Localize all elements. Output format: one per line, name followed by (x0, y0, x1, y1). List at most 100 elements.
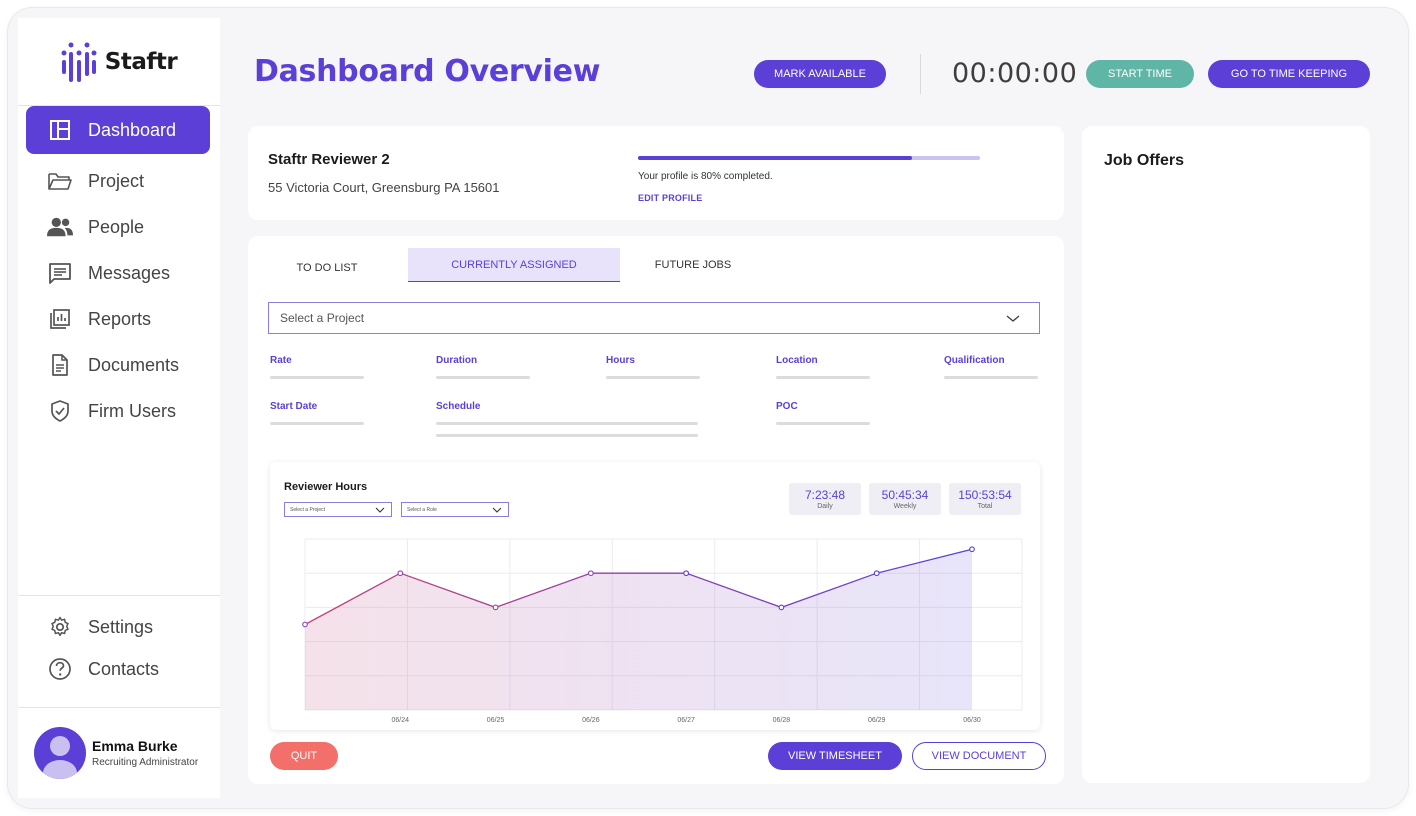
chart-role-select-value: Select a Role (407, 506, 437, 513)
staftr-logo-icon (61, 42, 97, 82)
profile-address: 55 Victoria Court, Greensburg PA 15601 (268, 180, 500, 195)
field-rate-value (270, 376, 364, 379)
user-role: Recruiting Administrator (92, 757, 199, 768)
sidebar-item-messages[interactable]: Messages (26, 250, 210, 296)
gear-icon (47, 614, 73, 640)
timer-display: 00:00:00 (952, 58, 1078, 89)
profile-name: Staftr Reviewer 2 (268, 151, 390, 168)
view-document-button[interactable]: VIEW DOCUMENT (912, 742, 1046, 770)
chart-point (873, 570, 880, 577)
mark-available-button[interactable]: MARK AVAILABLE (754, 60, 886, 88)
sidebar-item-label: Contacts (88, 658, 160, 679)
sidebar-item-settings[interactable]: Settings (26, 606, 210, 648)
edit-profile-link[interactable]: EDIT PROFILE (638, 193, 703, 203)
quit-button[interactable]: QUIT (270, 742, 338, 770)
chart-point (397, 570, 404, 577)
user-profile[interactable]: Emma Burke Recruiting Administrator (18, 707, 220, 798)
user-name: Emma Burke (92, 738, 178, 754)
stat-total-value: 150:53:54 (958, 488, 1012, 502)
sidebar-item-documents[interactable]: Documents (26, 342, 210, 388)
stat-weekly-value: 50:45:34 (881, 488, 929, 502)
help-icon (47, 656, 73, 682)
reviewer-hours-chart: 06/24 06/25 06/26 06/27 06/28 06/29 06/30 (302, 538, 1023, 724)
field-schedule-label: Schedule (436, 401, 481, 412)
field-hours-label: Hours (606, 355, 635, 366)
field-location-label: Location (776, 355, 818, 366)
x-tick-label: 06/29 (868, 717, 886, 724)
chart-project-select-value: Select a Project (290, 506, 326, 513)
job-offers-card: Job Offers (1082, 126, 1370, 783)
sidebar-item-dashboard[interactable]: Dashboard (26, 106, 210, 154)
profile-progress-bar (638, 156, 980, 160)
view-timesheet-button[interactable]: VIEW TIMESHEET (768, 742, 902, 770)
sidebar-item-contacts[interactable]: Contacts (26, 648, 210, 690)
sidebar-item-firm-users[interactable]: Firm Users (26, 388, 210, 434)
sidebar-item-label: Messages (88, 262, 171, 283)
field-location-value (776, 376, 870, 379)
reports-icon (47, 306, 73, 332)
chart-project-select[interactable]: Select a Project (284, 502, 392, 517)
field-qualification-label: Qualification (944, 355, 1005, 366)
chart-series-line (304, 548, 973, 626)
chart-role-select[interactable]: Select a Role (401, 502, 509, 517)
stat-total-label: Total (977, 503, 993, 510)
messages-icon (47, 260, 73, 286)
chart-point (492, 604, 499, 611)
go-to-time-keeping-button[interactable]: GO TO TIME KEEPING (1208, 60, 1370, 88)
page-title: Dashboard Overview (254, 54, 601, 89)
avatar (34, 727, 86, 779)
profile-progress-fill (638, 156, 912, 160)
chart-point (969, 546, 975, 553)
field-start-date-label: Start Date (270, 401, 318, 412)
field-start-date-value (270, 422, 364, 425)
sidebar-item-label: Dashboard (88, 119, 177, 140)
field-qualification-value (944, 376, 1038, 379)
stat-daily: 7:23:48 Daily (789, 483, 861, 515)
app-window: Staftr Dashboard Project People (8, 8, 1408, 808)
stat-total: 150:53:54 Total (949, 483, 1021, 515)
sidebar-item-people[interactable]: People (26, 204, 210, 250)
sidebar-item-label: Documents (88, 354, 180, 375)
sidebar-item-label: Firm Users (88, 400, 176, 421)
sidebar: Staftr Dashboard Project People (18, 18, 220, 798)
stat-daily-value: 7:23:48 (804, 488, 846, 502)
document-icon (47, 352, 73, 378)
job-offers-title: Job Offers (1104, 152, 1185, 169)
brand-name: Staftr (104, 48, 178, 75)
reviewer-hours-card: Reviewer Hours Select a Project Select a… (270, 462, 1040, 730)
people-icon (47, 214, 73, 240)
field-poc-label: POC (776, 401, 798, 412)
sidebar-item-label: Reports (88, 308, 152, 329)
header-divider (920, 54, 921, 94)
tab-to-do-list[interactable]: TO DO LIST (268, 248, 386, 282)
project-select-value: Select a Project (280, 311, 365, 325)
field-rate-label: Rate (270, 355, 292, 366)
sidebar-item-label: People (88, 216, 145, 237)
project-select[interactable]: Select a Project (268, 302, 1040, 334)
chevron-down-icon (1006, 315, 1020, 322)
field-hours-value (606, 376, 700, 379)
brand-logo[interactable]: Staftr (18, 18, 220, 106)
field-poc-value (776, 422, 870, 425)
x-tick-label: 06/27 (677, 717, 695, 724)
chart-point (778, 604, 785, 611)
start-time-button[interactable]: START TIME (1086, 60, 1194, 88)
sidebar-item-project[interactable]: Project (26, 158, 210, 204)
x-tick-label: 06/24 (392, 717, 410, 724)
tab-label: CURRENTLY ASSIGNED (451, 258, 577, 271)
profile-card: Staftr Reviewer 2 55 Victoria Court, Gre… (248, 126, 1064, 220)
field-duration-value (436, 376, 530, 379)
shield-icon (47, 398, 73, 424)
chart-title: Reviewer Hours (284, 481, 368, 493)
x-tick-label: 06/30 (963, 717, 981, 724)
stat-weekly-label: Weekly (893, 503, 917, 510)
sidebar-item-label: Project (88, 170, 145, 191)
tab-label: FUTURE JOBS (654, 259, 732, 271)
chart-area (305, 549, 972, 710)
tab-future-jobs[interactable]: FUTURE JOBS (628, 248, 758, 282)
sidebar-item-reports[interactable]: Reports (26, 296, 210, 342)
chevron-down-icon (492, 507, 502, 513)
assignments-card: TO DO LIST CURRENTLY ASSIGNED FUTURE JOB… (248, 236, 1064, 784)
field-schedule-value (436, 434, 698, 437)
tab-currently-assigned[interactable]: CURRENTLY ASSIGNED (408, 248, 620, 282)
